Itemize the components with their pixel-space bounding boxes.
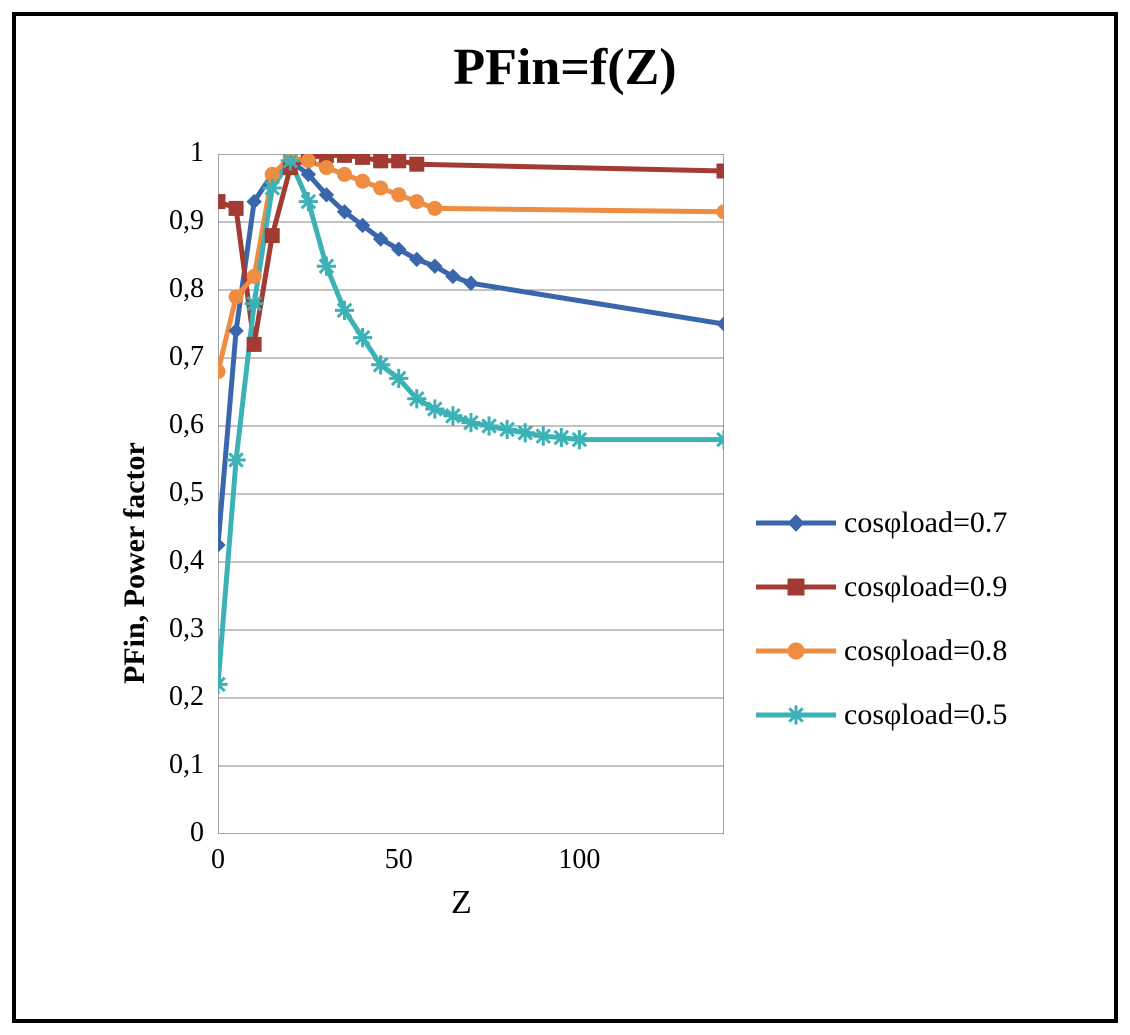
y-tick-label: 0,8 (148, 273, 204, 305)
x-tick-label: 0 (188, 844, 248, 876)
legend-marker-icon (756, 508, 836, 538)
x-axis-label: Z (451, 884, 472, 922)
plot-area (218, 154, 724, 834)
legend-label: cosφload=0.9 (844, 570, 1007, 604)
plot-svg (218, 154, 724, 834)
legend-item: cosφload=0.7 (756, 506, 1007, 540)
y-tick-label: 0,4 (148, 545, 204, 577)
legend-marker-icon (756, 700, 836, 730)
y-tick-label: 1 (148, 137, 204, 169)
legend-label: cosφload=0.5 (844, 698, 1007, 732)
y-tick-label: 0,5 (148, 477, 204, 509)
y-tick-label: 0,9 (148, 205, 204, 237)
x-tick-label: 50 (369, 844, 429, 876)
y-tick-label: 0,6 (148, 409, 204, 441)
chart-container: PFin=f(Z) PFin, Power factor Z cosφload=… (0, 0, 1130, 1035)
y-tick-label: 0,1 (148, 749, 204, 781)
x-tick-label: 100 (549, 844, 609, 876)
legend-item: cosφload=0.5 (756, 698, 1007, 732)
legend-marker-icon (756, 572, 836, 602)
y-tick-label: 0,3 (148, 613, 204, 645)
legend: cosφload=0.7 cosφload=0.9 cosφload=0.8 cosφ… (756, 506, 1007, 762)
legend-item: cosφload=0.9 (756, 570, 1007, 604)
legend-label: cosφload=0.7 (844, 506, 1007, 540)
legend-marker-icon (756, 636, 836, 666)
y-tick-label: 0,7 (148, 341, 204, 373)
chart-title: PFin=f(Z) (16, 38, 1114, 97)
legend-item: cosφload=0.8 (756, 634, 1007, 668)
chart-frame: PFin=f(Z) PFin, Power factor Z cosφload=… (12, 12, 1118, 1023)
y-axis-label: PFin, Power factor (118, 443, 152, 685)
legend-label: cosφload=0.8 (844, 634, 1007, 668)
y-tick-label: 0,2 (148, 681, 204, 713)
